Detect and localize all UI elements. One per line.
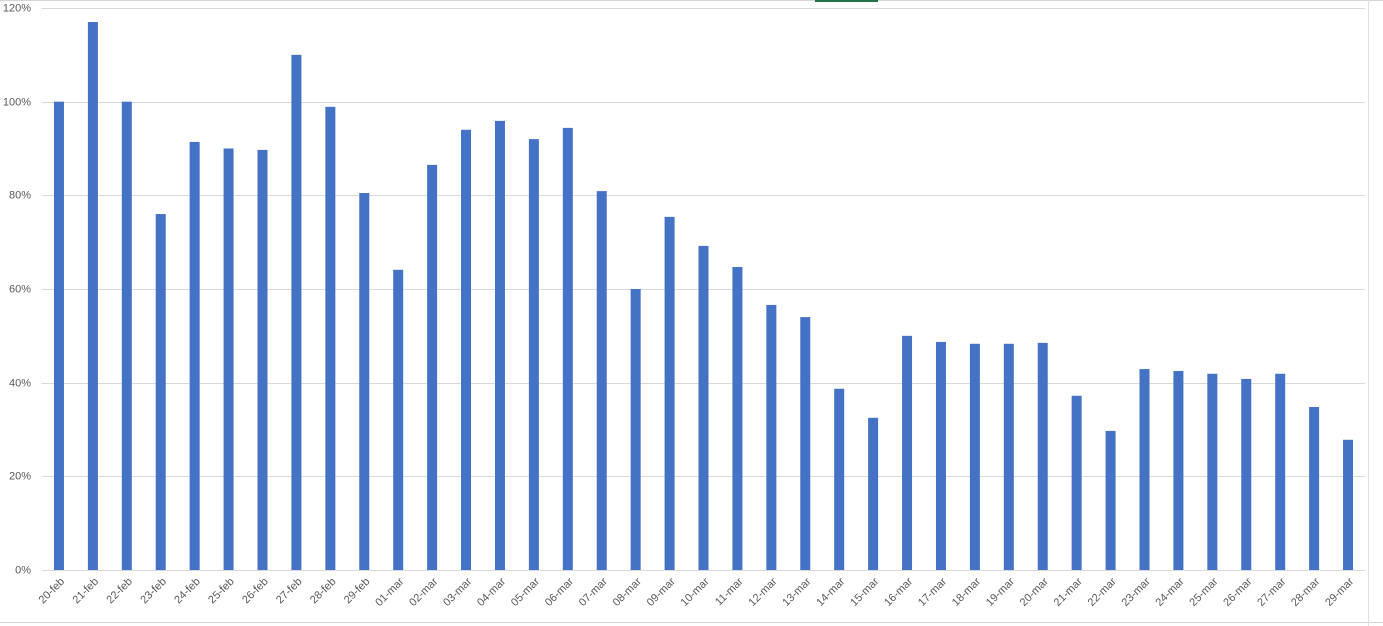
x-tick-label: 23-mar (1120, 575, 1153, 608)
bar (1275, 373, 1286, 570)
y-tick-label: 40% (9, 377, 31, 389)
y-tick-label: 0% (15, 564, 31, 576)
bar (800, 317, 811, 570)
x-tick-label: 13-mar (780, 575, 813, 608)
x-tick-label: 03-mar (441, 575, 474, 608)
x-tick-label: 11-mar (713, 575, 746, 608)
x-tick-label: 22-feb (104, 576, 135, 607)
bar (868, 417, 879, 570)
x-tick-label: 08-mar (611, 575, 644, 608)
bar (189, 141, 200, 570)
y-tick-label: 80% (9, 189, 31, 201)
bar (1037, 342, 1048, 570)
x-tick-label: 18-mar (950, 575, 983, 608)
x-tick-label: 02-mar (407, 575, 440, 608)
bar (528, 139, 539, 570)
x-tick-label: 15-mar (848, 575, 881, 608)
x-tick-label: 23-feb (138, 576, 169, 607)
bar (1309, 407, 1320, 570)
bar (121, 101, 132, 571)
bar (494, 120, 505, 570)
bar (562, 127, 573, 570)
x-tick-label: 20-feb (37, 576, 68, 607)
x-tick-label: 26-feb (240, 576, 271, 607)
y-tick-label: 60% (9, 283, 31, 295)
bar (1207, 373, 1218, 570)
x-tick-label: 06-mar (543, 575, 576, 608)
bar (1241, 378, 1252, 570)
x-tick-label: 25-feb (206, 576, 237, 607)
x-tick-label: 24-mar (1153, 575, 1186, 608)
bar (359, 192, 370, 570)
bar (291, 54, 302, 571)
x-tick-label: 21-feb (71, 576, 102, 607)
bar (223, 148, 234, 570)
bar (1173, 370, 1184, 570)
y-tick-label: 100% (3, 96, 31, 108)
bar (87, 22, 98, 571)
x-tick-label: 25-mar (1187, 575, 1220, 608)
x-tick-label: 16-mar (882, 575, 915, 608)
bar (155, 214, 166, 571)
x-tick-label: 09-mar (645, 575, 678, 608)
bar (53, 101, 64, 571)
bar (732, 266, 743, 570)
x-tick-label: 12-mar (746, 575, 779, 608)
bar (1071, 395, 1082, 570)
x-tick-label: 19-mar (984, 575, 1017, 608)
bar (664, 216, 675, 571)
x-tick-label: 17-mar (916, 575, 949, 608)
x-tick-label: 21-mar (1052, 575, 1085, 608)
bar (969, 343, 980, 570)
x-tick-label: 04-mar (475, 575, 508, 608)
bar (698, 245, 709, 570)
x-tick-label: 28-mar (1289, 575, 1322, 608)
x-tick-label: 28-feb (308, 576, 339, 607)
y-tick-label: 120% (3, 2, 31, 14)
bar (1139, 369, 1150, 570)
x-tick-label: 24-feb (172, 576, 203, 607)
x-tick-label: 20-mar (1018, 575, 1051, 608)
bar (257, 149, 268, 570)
x-tick-label: 29-mar (1323, 575, 1356, 608)
x-tick-label: 27-feb (274, 576, 305, 607)
bar (834, 388, 845, 570)
x-tick-label: 22-mar (1086, 575, 1119, 608)
bar (935, 341, 946, 570)
x-tick-label: 27-mar (1255, 575, 1288, 608)
bar (766, 304, 777, 570)
bar (427, 164, 438, 570)
bar (630, 289, 641, 570)
y-tick-label: 20% (9, 470, 31, 482)
bar (461, 129, 472, 570)
x-tick-label: 05-mar (509, 575, 542, 608)
x-tick-label: 10-mar (679, 575, 712, 608)
x-tick-label: 07-mar (577, 575, 610, 608)
bar (902, 335, 913, 570)
selected-column (815, 0, 878, 2)
x-tick-label: 29-feb (342, 576, 373, 607)
bar (1343, 439, 1354, 570)
x-tick-label: 26-mar (1221, 575, 1254, 608)
bar (596, 191, 607, 570)
bar (393, 269, 404, 570)
x-tick-label: 01-mar (373, 575, 406, 608)
bar (325, 106, 336, 571)
bar (1105, 430, 1116, 570)
bar (1003, 343, 1014, 570)
x-tick-label: 14-mar (814, 575, 847, 608)
